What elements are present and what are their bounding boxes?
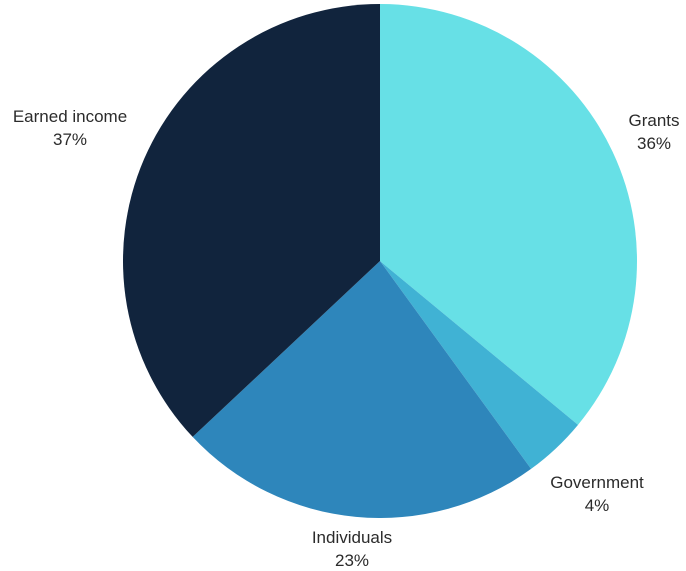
slice-label-grants: Grants	[628, 111, 679, 130]
slice-label-earned-income: Earned income	[13, 107, 127, 126]
slice-value-earned-income: 37%	[53, 130, 87, 149]
pie-slice-government	[380, 261, 579, 469]
pie-labels: Grants 36% Government 4% Individuals 23% Earne…	[13, 107, 680, 570]
slice-label-individuals: Individuals	[312, 528, 392, 547]
slice-value-grants: 36%	[637, 134, 671, 153]
pie-slices	[123, 4, 637, 518]
pie-slice-grants	[380, 4, 637, 425]
slice-value-individuals: 23%	[335, 551, 369, 570]
slice-value-government: 4%	[585, 496, 610, 515]
slice-label-government: Government	[550, 473, 644, 492]
pie-slice-earned-income	[123, 4, 380, 437]
pie-slice-individuals	[192, 261, 532, 518]
